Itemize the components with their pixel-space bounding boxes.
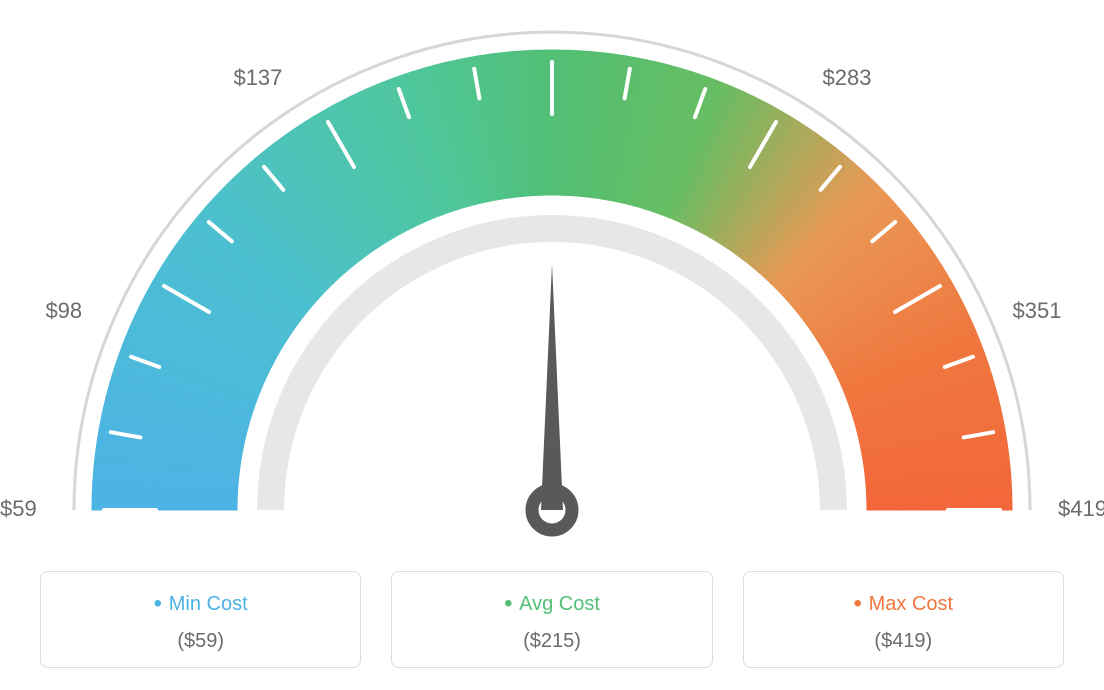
- legend-title-avg: Avg Cost: [402, 590, 701, 618]
- legend-card-avg: Avg Cost ($215): [391, 571, 712, 668]
- legend-value-avg: ($215): [402, 630, 701, 653]
- legend-value-min: ($59): [51, 630, 350, 653]
- legend-card-min: Min Cost ($59): [40, 571, 361, 668]
- gauge-tick-label: $351: [1013, 298, 1062, 324]
- gauge-tick-label: $98: [45, 298, 82, 324]
- chart-container: $59$98$137$215$283$351$419 Min Cost ($59…: [0, 0, 1104, 690]
- gauge-svg: [0, 0, 1104, 560]
- legend-card-max: Max Cost ($419): [743, 571, 1064, 668]
- legend-title-max: Max Cost: [754, 590, 1053, 618]
- gauge-tick-label: $137: [233, 65, 282, 91]
- legend-row: Min Cost ($59) Avg Cost ($215) Max Cost …: [40, 571, 1064, 668]
- gauge-area: $59$98$137$215$283$351$419: [0, 0, 1104, 560]
- gauge-tick-label: $283: [823, 65, 872, 91]
- legend-value-max: ($419): [754, 630, 1053, 653]
- gauge-tick-label: $59: [0, 496, 37, 522]
- legend-title-min: Min Cost: [51, 590, 350, 618]
- gauge-tick-label: $419: [1058, 496, 1104, 522]
